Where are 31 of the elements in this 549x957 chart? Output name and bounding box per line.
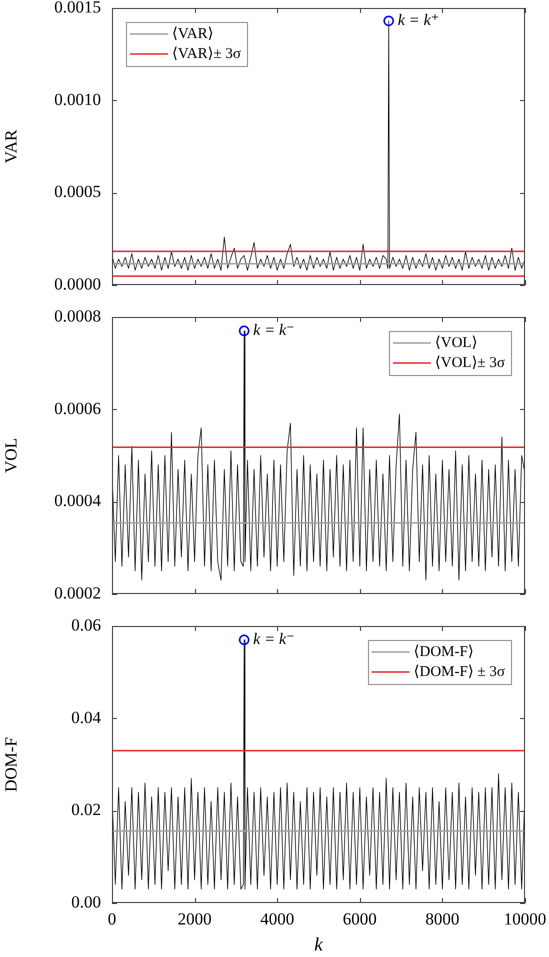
y-tick-label: 0.04 [71, 708, 102, 727]
y-tick-label: 0.0006 [54, 398, 101, 418]
y-tick-label: 0.0008 [54, 306, 101, 326]
y-tick-label: 0.0015 [54, 0, 101, 16]
series-label: k = k⁻ [253, 631, 295, 648]
y-tick-label: 0.0005 [54, 182, 101, 202]
y-tick-label: 0.0000 [54, 274, 101, 294]
y-tick-label: 0.02 [71, 800, 101, 820]
x-tick-label: 0 [108, 910, 116, 929]
y-axis-title: DOM-F [2, 737, 21, 792]
y-tick-label: 0.0010 [54, 90, 101, 109]
x-axis-title: k [314, 934, 324, 956]
y-tick-label: 0.06 [71, 615, 101, 634]
series-label: k = k⁻ [253, 322, 295, 340]
x-tick-label: 8000 [425, 910, 460, 929]
y-axis-title: VOL [2, 438, 21, 473]
x-tick-label: 10000 [504, 910, 546, 929]
x-tick-label: 2000 [178, 910, 212, 929]
legend-label: ⟨DOM-F⟩ [414, 644, 474, 660]
y-axis-title: VAR [2, 128, 21, 164]
x-tick-label: 6000 [342, 910, 377, 929]
y-tick-label: 0.0002 [54, 583, 101, 602]
legend-label: ⟨VAR⟩± 3σ [172, 46, 242, 62]
y-tick-label: 0.0004 [54, 491, 102, 510]
legend-label: ⟨VOL⟩± 3σ [434, 354, 506, 371]
series-label: k = k⁺ [398, 12, 440, 30]
y-tick-label: 0.00 [71, 892, 101, 912]
legend-label: ⟨DOM-F⟩ ± 3σ [414, 664, 506, 680]
legend-label: ⟨VAR⟩ [172, 26, 214, 42]
x-tick-label: 4000 [260, 910, 294, 929]
legend-label: ⟨VOL⟩ [434, 334, 478, 351]
